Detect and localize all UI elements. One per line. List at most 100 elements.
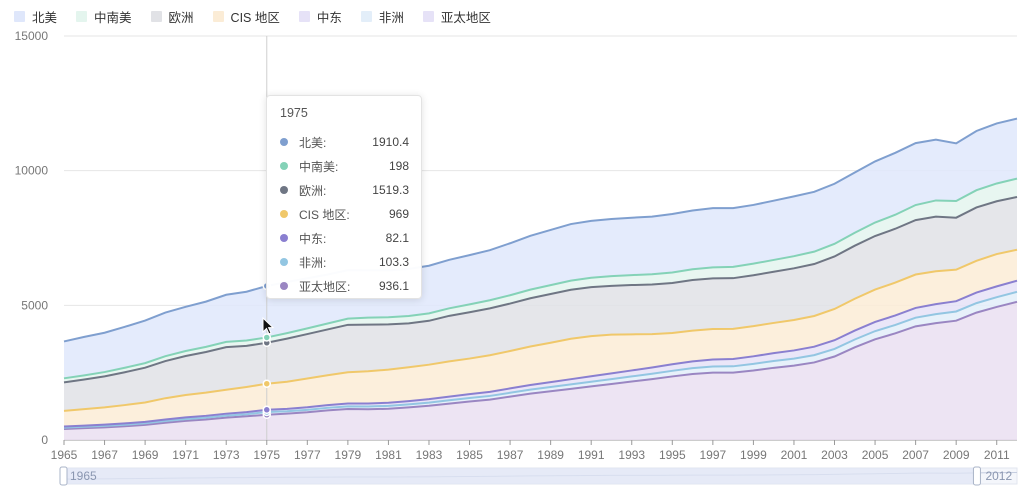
- tooltip-series-name: 北美:: [299, 135, 327, 150]
- tooltip-dot: [280, 282, 288, 290]
- tooltip-series-name: 非洲:: [299, 255, 327, 270]
- y-tick-label: 10000: [15, 164, 49, 178]
- tooltip-row: 中南美: 198: [280, 154, 409, 178]
- x-tick-label: 1995: [659, 448, 686, 462]
- legend-label: CIS 地区: [230, 10, 280, 25]
- datazoom-start-label: 1965: [70, 469, 97, 483]
- area-4: [64, 249, 1017, 427]
- x-tick-label: 1987: [497, 448, 524, 462]
- tooltip-value: 936.1: [378, 279, 409, 293]
- hover-point: [262, 405, 272, 415]
- area-6: [64, 178, 1017, 383]
- tooltip-value: 969: [388, 207, 409, 221]
- tooltip-title: 1975: [280, 106, 308, 120]
- tooltip-series-name: 亚太地区:: [299, 279, 351, 294]
- legend-swatch: [422, 10, 434, 22]
- x-tick-label: 1975: [253, 448, 280, 462]
- series-line-2: [63, 290, 1018, 429]
- x-tick-label: 2005: [862, 448, 889, 462]
- tooltip-series-name: CIS 地区:: [299, 207, 350, 222]
- legend-swatch: [212, 10, 224, 22]
- tooltip-row: 欧洲: 1519.3: [280, 178, 409, 202]
- x-tick-label: 1983: [416, 448, 443, 462]
- x-tick-label: 1969: [132, 448, 159, 462]
- series-line-5: [63, 195, 1018, 384]
- x-tick-label: 2009: [943, 448, 970, 462]
- series-line-7: [63, 117, 1018, 343]
- hover-point: [262, 333, 272, 342]
- legend-item-cis[interactable]: CIS 地区: [212, 7, 280, 26]
- tooltip-dot: [280, 210, 288, 218]
- x-tick-label: 1977: [294, 448, 321, 462]
- tooltip-row: 亚太地区: 936.1: [280, 274, 409, 298]
- series-line-3: [63, 279, 1018, 428]
- x-tick-label: 1997: [699, 448, 726, 462]
- y-tick-label: 15000: [15, 29, 49, 43]
- tooltip-dot: [280, 162, 288, 170]
- chart-legend: 北美 中南美 欧洲 CIS 地区 中东 非洲 亚太地区: [14, 6, 510, 26]
- series-line-4: [63, 248, 1018, 412]
- tooltip-row: CIS 地区: 969: [280, 202, 409, 226]
- legend-item-middle-east[interactable]: 中东: [298, 7, 342, 26]
- legend-item-south-central-america[interactable]: 中南美: [76, 7, 132, 26]
- legend-label: 亚太地区: [440, 10, 491, 25]
- series-line-6: [63, 177, 1018, 380]
- tooltip-series-name: 中南美:: [299, 159, 339, 174]
- tooltip-dot: [280, 258, 288, 266]
- x-tick-label: 1985: [456, 448, 483, 462]
- area-1: [64, 301, 1017, 440]
- mouse-pointer-icon: [262, 317, 275, 335]
- legend-swatch: [150, 10, 162, 22]
- datazoom-handle-left[interactable]: [59, 466, 68, 486]
- x-tick-label: 1991: [578, 448, 605, 462]
- chart-tooltip: 1975 北美: 1910.4 中南美: 198 欧洲: 1519.3 CIS 地区:…: [266, 95, 422, 299]
- legend-item-asia-pacific[interactable]: 亚太地区: [422, 7, 491, 26]
- x-tick-label: 2001: [781, 448, 808, 462]
- legend-label: 北美: [32, 10, 58, 25]
- x-tick-label: 1965: [51, 448, 78, 462]
- x-tick-label: 1967: [91, 448, 118, 462]
- y-tick-label: 0: [41, 433, 48, 447]
- legend-swatch: [14, 10, 25, 22]
- legend-label: 欧洲: [168, 10, 194, 25]
- area-7: [64, 118, 1017, 379]
- tooltip-row: 非洲: 103.3: [280, 250, 409, 274]
- series-line-1: [63, 300, 1018, 430]
- x-tick-label: 1981: [375, 448, 402, 462]
- legend-label: 中南美: [94, 10, 132, 25]
- datazoom-end-label: 2012: [985, 469, 1012, 483]
- tooltip-value: 1910.4: [372, 135, 409, 149]
- tooltip-value: 1519.3: [372, 183, 409, 197]
- tooltip-value: 198: [388, 159, 409, 173]
- x-tick-label: 1979: [335, 448, 362, 462]
- tooltip-dot: [280, 234, 288, 242]
- tooltip-dot: [280, 186, 288, 194]
- legend-swatch: [76, 10, 88, 22]
- legend-item-africa[interactable]: 非洲: [360, 7, 404, 26]
- x-tick-label: 1973: [213, 448, 240, 462]
- tooltip-value: 82.1: [385, 231, 409, 245]
- datazoom-handle-right[interactable]: [972, 466, 981, 486]
- x-tick-label: 1999: [740, 448, 767, 462]
- legend-item-north-america[interactable]: 北美: [14, 7, 57, 26]
- legend-label: 非洲: [378, 10, 404, 25]
- datazoom-selection: [64, 468, 977, 484]
- tooltip-row: 中东: 82.1: [280, 226, 409, 250]
- x-tick-label: 2011: [984, 448, 1010, 462]
- tooltip-series-name: 欧洲:: [299, 183, 327, 198]
- y-tick-label: 5000: [21, 298, 48, 312]
- tooltip-series-name: 中东:: [299, 231, 327, 246]
- tooltip-value: 103.3: [378, 255, 409, 269]
- x-tick-label: 1971: [172, 448, 199, 462]
- x-tick-label: 1989: [537, 448, 564, 462]
- hover-point: [262, 379, 272, 388]
- tooltip-row: 北美: 1910.4: [280, 130, 409, 154]
- x-tick-label: 2003: [821, 448, 848, 462]
- legend-label: 中东: [316, 10, 342, 25]
- area-5: [64, 196, 1017, 411]
- legend-item-europe[interactable]: 欧洲: [150, 7, 194, 26]
- legend-swatch: [360, 10, 372, 22]
- x-tick-label: 2007: [902, 448, 929, 462]
- tooltip-dot: [280, 138, 288, 146]
